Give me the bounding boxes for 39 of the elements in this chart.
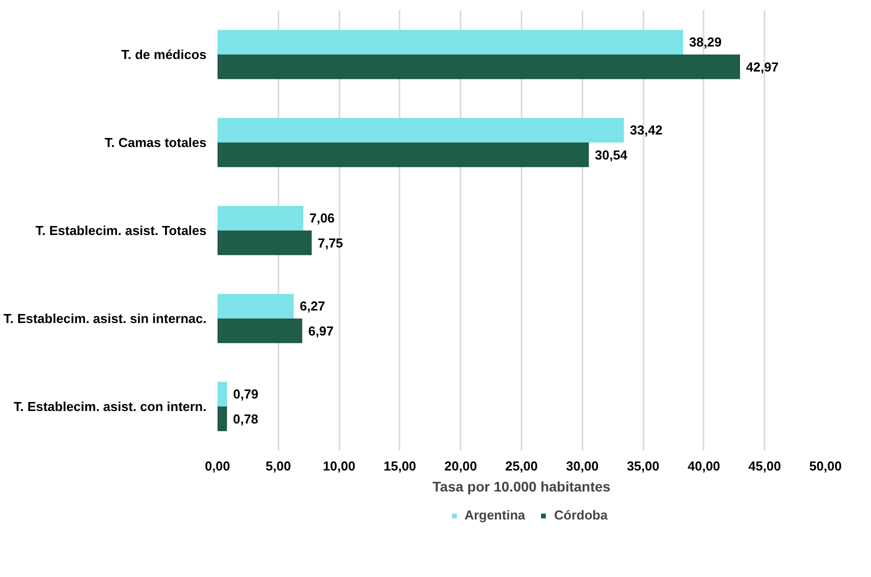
data-label: 30,54 <box>594 147 628 162</box>
bar <box>218 230 312 256</box>
data-label: 7,75 <box>318 235 344 250</box>
data-label: 6,97 <box>308 323 334 338</box>
x-tick-label: 5,00 <box>266 458 291 474</box>
bar <box>218 206 304 230</box>
data-label: 6,27 <box>300 298 326 314</box>
y-tick-label: T. Establecim. asist. Totales <box>36 223 207 238</box>
y-tick-label: T. Camas totales <box>104 135 206 150</box>
y-tick-label: T. Establecim. asist. sin internac. <box>3 311 207 326</box>
y-tick-label: T. de médicos <box>121 47 206 62</box>
bar <box>218 118 624 142</box>
x-tick-label: 15,00 <box>384 458 416 474</box>
bar <box>218 142 589 168</box>
data-label: 7,06 <box>309 210 335 226</box>
x-tick-label: 40,00 <box>688 458 720 474</box>
bar <box>218 54 740 80</box>
data-label: 42,97 <box>746 59 779 74</box>
x-tick-label: 50,00 <box>809 458 842 474</box>
legend-label: Argentina <box>464 508 526 522</box>
x-tick-label: 45,00 <box>748 458 781 474</box>
bar <box>218 318 302 344</box>
data-label: 0,79 <box>233 386 258 402</box>
x-tick-label: 35,00 <box>626 458 660 474</box>
bar <box>218 30 684 54</box>
y-tick-label: T. Establecim. asist. con intern. <box>14 399 207 414</box>
bar <box>218 382 228 406</box>
x-tick-label: 30,00 <box>566 458 599 474</box>
x-axis-title: Tasa por 10.000 habitantes <box>432 478 611 494</box>
data-label: 38,29 <box>689 34 722 50</box>
data-label: 0,78 <box>232 411 258 426</box>
legend-label: Córdoba <box>554 508 608 522</box>
x-tick-label: 0,00 <box>204 458 230 474</box>
x-tick-label: 10,00 <box>322 458 356 474</box>
data-label: 33,42 <box>630 122 662 138</box>
x-tick-label: 20,00 <box>444 458 477 474</box>
bar <box>218 294 294 318</box>
bar <box>218 406 227 432</box>
x-tick-label: 25,00 <box>505 458 538 474</box>
